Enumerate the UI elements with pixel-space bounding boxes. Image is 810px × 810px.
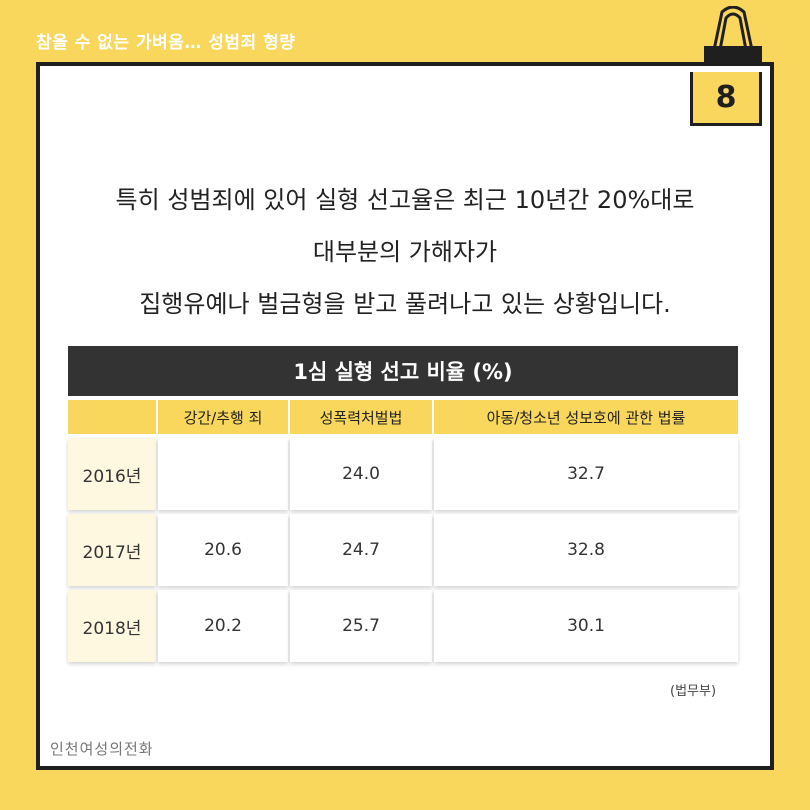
table-cell: 32.7 (434, 438, 738, 510)
header-corner (68, 400, 156, 434)
intro-line-2: 대부분의 가해자가 (312, 238, 498, 266)
table-cell: 32.8 (434, 514, 738, 586)
table-cell: 24.0 (290, 438, 432, 510)
row-year: 2018년 (68, 590, 156, 662)
column-header: 성폭력처벌법 (290, 400, 432, 434)
page-number: 8 (715, 80, 737, 115)
table-cell (158, 438, 288, 510)
logo: 인천여성의전화 (50, 740, 154, 758)
column-header: 아동/청소년 성보호에 관한 법률 (434, 400, 738, 434)
table-cell: 20.2 (158, 590, 288, 662)
table-cell: 30.1 (434, 590, 738, 662)
table-cell: 25.7 (290, 590, 432, 662)
table-cell: 20.6 (158, 514, 288, 586)
source-note: (법무부) (670, 684, 717, 699)
table-cell: 24.7 (290, 514, 432, 586)
row-year: 2017년 (68, 514, 156, 586)
table-title: 1심 실형 선고 비율 (%) (68, 346, 738, 396)
intro-line-1: 특히 성범죄에 있어 실형 선고율은 최근 10년간 20%대로 (115, 186, 695, 214)
binder-clip-icon (704, 6, 762, 66)
page-number-badge: 8 (690, 72, 762, 126)
row-year: 2016년 (68, 438, 156, 510)
column-header: 강간/추행 죄 (158, 400, 288, 434)
page-title: 참을 수 없는 가벼움… 성범죄 형량 (36, 33, 296, 53)
intro-line-3: 집행유예나 벌금형을 받고 풀려나고 있는 상황입니다. (139, 290, 671, 318)
